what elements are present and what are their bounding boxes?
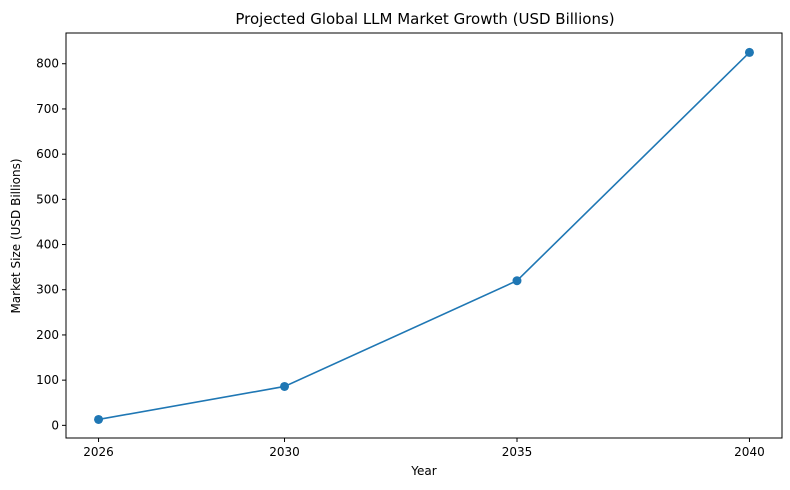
y-tick-label: 400 [36, 238, 59, 252]
chart-title: Projected Global LLM Market Growth (USD … [235, 10, 614, 28]
y-tick-label: 100 [36, 373, 59, 387]
data-point-marker [512, 276, 522, 286]
x-axis-ticks: 2026 2030 2035 2040 [83, 438, 765, 459]
x-tick-label: 2026 [83, 445, 114, 459]
y-axis-ticks: 0 100 200 300 400 500 600 700 800 [36, 57, 66, 432]
data-point-marker [744, 47, 754, 57]
y-tick-label: 0 [51, 418, 59, 432]
y-tick-label: 600 [36, 147, 59, 161]
data-point-marker [94, 414, 104, 424]
series-line [98, 51, 751, 421]
y-tick-label: 500 [36, 192, 59, 206]
y-tick-label: 700 [36, 102, 59, 116]
y-tick-label: 200 [36, 328, 59, 342]
y-tick-label: 300 [36, 283, 59, 297]
y-axis-label: Market Size (USD Billions) [9, 158, 23, 313]
y-tick-label: 800 [36, 57, 59, 71]
axes-frame [65, 32, 783, 439]
x-tick-label: 2035 [502, 445, 533, 459]
x-tick-label: 2030 [269, 445, 300, 459]
data-point-marker [280, 381, 290, 391]
x-tick-label: 2040 [734, 445, 765, 459]
data-series [94, 47, 754, 424]
x-axis-label: Year [410, 464, 436, 478]
